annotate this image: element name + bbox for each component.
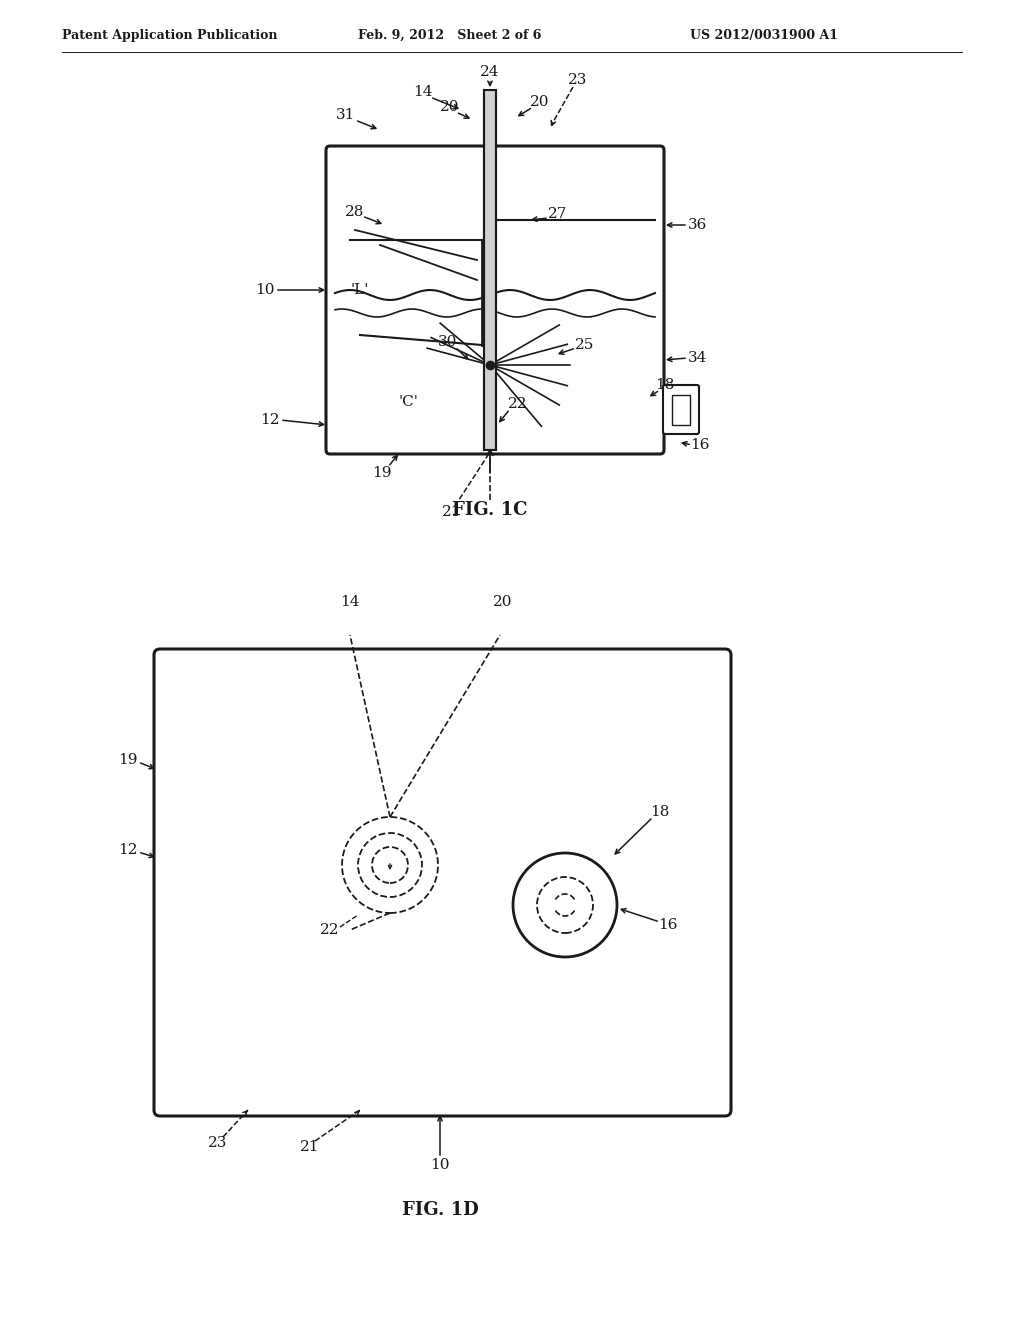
- Text: 20: 20: [494, 595, 513, 609]
- Text: Feb. 9, 2012   Sheet 2 of 6: Feb. 9, 2012 Sheet 2 of 6: [358, 29, 542, 41]
- Text: 25: 25: [575, 338, 595, 352]
- Text: 12: 12: [260, 413, 280, 426]
- Text: 20: 20: [530, 95, 550, 110]
- Text: 16: 16: [658, 917, 678, 932]
- FancyBboxPatch shape: [663, 385, 699, 434]
- Text: 18: 18: [655, 378, 675, 392]
- Bar: [672, 395, 690, 425]
- Text: FIG. 1D: FIG. 1D: [401, 1201, 478, 1218]
- Text: 23: 23: [208, 1137, 227, 1150]
- Text: 16: 16: [690, 438, 710, 451]
- Text: Patent Application Publication: Patent Application Publication: [62, 29, 278, 41]
- FancyBboxPatch shape: [326, 147, 664, 454]
- Text: 10: 10: [430, 1158, 450, 1172]
- Text: FIG. 1C: FIG. 1C: [453, 502, 527, 519]
- Bar: [484, 90, 496, 450]
- Text: 34: 34: [688, 351, 708, 366]
- Text: 10: 10: [255, 282, 274, 297]
- Text: 31: 31: [336, 108, 355, 121]
- Text: 23: 23: [568, 73, 588, 87]
- Text: 'L': 'L': [351, 282, 370, 297]
- FancyBboxPatch shape: [154, 649, 731, 1115]
- Text: 21: 21: [442, 506, 462, 519]
- Text: 22: 22: [321, 923, 340, 937]
- Text: 18: 18: [650, 805, 670, 818]
- Text: US 2012/0031900 A1: US 2012/0031900 A1: [690, 29, 838, 41]
- Text: 19: 19: [118, 752, 138, 767]
- Text: 12: 12: [118, 843, 138, 857]
- Text: 30: 30: [438, 335, 458, 348]
- Text: 19: 19: [373, 466, 392, 480]
- Text: 36: 36: [688, 218, 708, 232]
- Text: 14: 14: [340, 595, 359, 609]
- Text: 28: 28: [345, 205, 365, 219]
- Text: 22: 22: [508, 397, 527, 411]
- Text: 21: 21: [300, 1140, 319, 1154]
- Text: 20: 20: [440, 100, 460, 114]
- Text: 14: 14: [414, 84, 433, 99]
- Text: 24: 24: [480, 65, 500, 79]
- Text: 27: 27: [548, 207, 567, 220]
- Text: 'C': 'C': [398, 395, 418, 409]
